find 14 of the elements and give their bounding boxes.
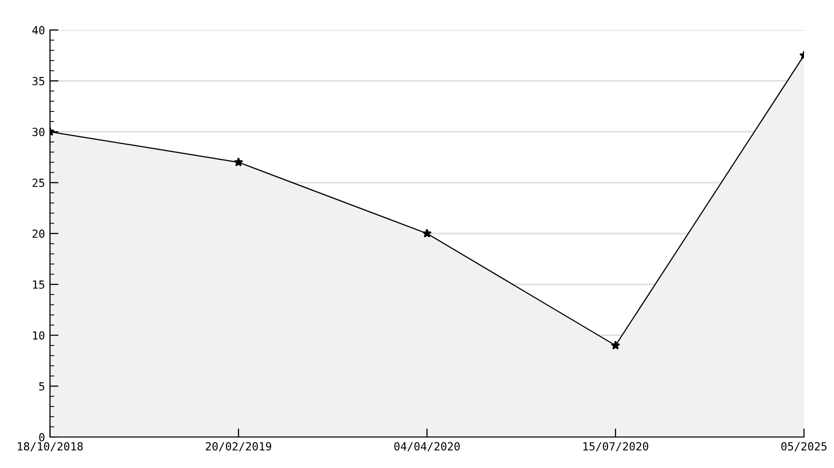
x-tick-label: 04/04/2020 <box>394 442 460 452</box>
x-tick-label: 20/02/2019 <box>206 442 272 452</box>
x-tick-label: 18/10/2018 <box>18 442 83 452</box>
x-tick-label: 05/2025 <box>781 442 827 452</box>
y-tick-label: 10 <box>33 331 44 340</box>
y-tick-label: 25 <box>32 178 44 188</box>
y-tick-label: 0 <box>39 433 44 442</box>
y-tick-label: 40 <box>32 26 44 34</box>
y-tick-label: 20 <box>32 230 44 238</box>
y-tick-label: 5 <box>39 382 44 391</box>
y-tick-label: 35 <box>32 76 44 86</box>
y-tick-label: 30 <box>32 128 44 136</box>
y-tick-label: 15 <box>33 280 44 289</box>
x-tick-label: 15/07/2020 <box>583 442 648 452</box>
